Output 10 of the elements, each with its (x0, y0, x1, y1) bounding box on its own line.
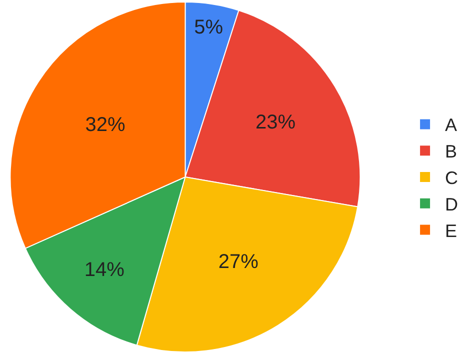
legend-label: B (445, 142, 458, 162)
legend-label: A (445, 115, 458, 136)
data-label: 14% (84, 258, 125, 281)
legend-label: C (445, 168, 458, 188)
data-label: 32% (85, 114, 126, 136)
data-label: 27% (218, 250, 259, 273)
data-label: 23% (255, 111, 296, 134)
legend-label: E (445, 220, 458, 241)
data-label: 5% (194, 16, 224, 38)
legend-label: D (445, 194, 458, 214)
